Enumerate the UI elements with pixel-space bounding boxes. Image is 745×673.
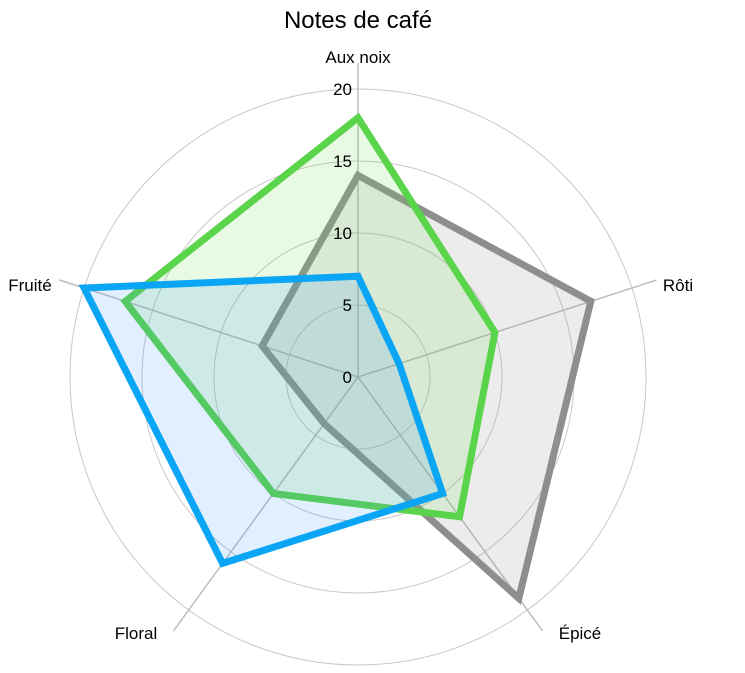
tick-label: 5 <box>343 296 352 315</box>
axis-label: Aux noix <box>325 48 391 67</box>
series-group <box>78 112 595 605</box>
axis-label: Fruité <box>8 276 51 295</box>
axis-label: Rôti <box>663 276 693 295</box>
tick-label: 15 <box>333 152 352 171</box>
axis-spoke <box>357 279 657 378</box>
tick-label: 20 <box>333 80 352 99</box>
series-2-polygon <box>78 272 448 568</box>
axis-spoke <box>172 376 359 632</box>
chart-title: Notes de café <box>284 7 432 34</box>
series-1-polygon <box>120 112 499 521</box>
axis-labels: Aux noix Rôti Épicé Floral Fruité <box>8 48 693 643</box>
axis-spoke <box>59 279 359 378</box>
axis-label: Floral <box>115 624 158 643</box>
axis-label: Épicé <box>559 624 602 643</box>
tick-label: 0 <box>343 368 352 387</box>
tick-labels: 0 5 10 15 20 <box>333 80 352 387</box>
tick-label: 10 <box>333 224 352 243</box>
